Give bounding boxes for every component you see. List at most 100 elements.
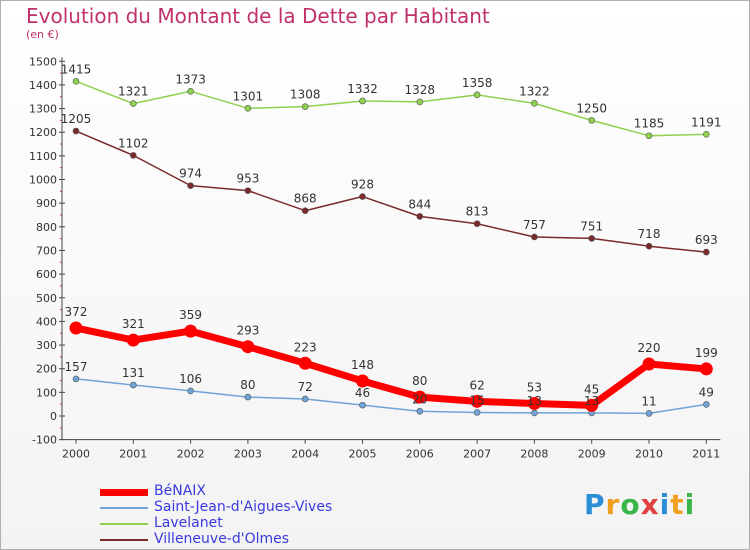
y-tick-label: 200 [36,363,57,376]
data-point [187,87,194,95]
data-point [244,105,252,112]
data-label: 359 [179,308,202,322]
y-tick-label: 100 [36,386,57,399]
data-point [531,100,538,107]
data-point [187,182,194,189]
chart-subtitle: (en €) [26,28,59,41]
data-point [699,362,713,376]
legend-label: Lavelanet [154,515,223,531]
y-tick-label: 700 [36,244,57,257]
legend-item-benaix: BéNAIX [100,483,400,500]
data-point [645,410,653,417]
data-label: 220 [638,341,661,355]
data-point [473,220,481,228]
y-tick-label: 1400 [29,79,57,92]
data-point [72,375,80,383]
data-label: 372 [65,305,88,319]
data-label: 62 [469,378,484,392]
data-label: 1415 [61,62,92,76]
data-point [645,132,653,140]
data-point [642,357,656,371]
data-point [531,409,538,417]
x-tick-label: 2004 [291,448,319,461]
data-point [416,98,424,106]
data-point [473,91,481,99]
data-label: 1321 [118,85,149,99]
data-label: 1332 [347,82,378,96]
data-point [413,390,427,404]
data-label: 131 [122,366,145,380]
data-point [359,97,366,105]
data-point [184,324,198,338]
data-label: 45 [584,382,599,396]
data-label: 223 [294,340,317,354]
data-point [359,401,366,409]
y-tick-label: 600 [36,268,57,281]
data-label: 844 [408,197,431,211]
logo-letter: x [640,488,660,521]
y-tick-label: -100 [32,434,57,447]
logo-letter: i [684,488,696,521]
logo-letter: t [670,488,685,521]
data-point [241,340,255,354]
x-tick-label: 2009 [578,448,606,461]
y-tick-label: 0 [50,410,57,423]
y-tick-label: 800 [36,221,57,234]
data-point [301,395,309,403]
data-label: 1358 [462,76,493,90]
data-point [588,117,596,124]
x-tick-label: 2010 [635,448,663,461]
data-point [301,207,309,215]
data-label: 13 [527,394,542,408]
data-label: 46 [355,386,370,400]
data-point [470,394,484,408]
series-line [75,378,707,415]
data-label: 953 [236,172,259,186]
data-label: 321 [122,317,145,331]
x-tick-label: 2011 [692,448,720,461]
data-label: 148 [351,358,374,372]
y-tick-label: 1300 [29,103,57,116]
data-point [301,103,309,110]
y-tick-label: 1200 [29,126,57,139]
data-label: 20 [412,392,427,406]
x-tick-label: 2002 [177,448,205,461]
data-point [473,409,481,416]
data-label: 1373 [175,72,206,86]
legend-label: Saint-Jean-d'Aigues-Vives [154,499,333,515]
y-tick-label: 900 [36,197,57,210]
data-label: 928 [351,178,374,192]
logo-letter: o [620,488,641,521]
legend-swatch [100,539,148,541]
data-point [416,213,424,220]
data-label: 157 [65,360,88,374]
y-tick-label: 1500 [29,55,57,68]
data-point [527,396,541,410]
data-label: 1185 [634,117,665,131]
data-label: 1250 [576,101,607,115]
data-label: 199 [695,346,718,360]
x-tick-label: 2001 [119,448,147,461]
data-label: 53 [527,380,542,394]
data-point [588,235,596,242]
data-point [356,374,369,388]
data-point [126,333,140,347]
data-label: 757 [523,218,546,232]
chart-title: Evolution du Montant de la Dette par Hab… [26,4,490,28]
logo-letter: i [659,488,671,521]
data-label: 1328 [405,83,436,97]
logo-letter: P [584,488,606,521]
data-label: 1102 [118,136,149,150]
proxiti-logo: Proxiti [584,488,695,521]
data-point [130,152,137,159]
data-point [298,356,312,370]
data-point [244,187,252,194]
data-label: 718 [638,227,661,241]
legend-label: BéNAIX [154,483,206,499]
data-label: 293 [236,324,259,338]
x-tick-label: 2007 [463,448,491,461]
data-point [69,321,83,335]
data-label: 13 [584,394,599,408]
data-label: 974 [179,167,202,181]
